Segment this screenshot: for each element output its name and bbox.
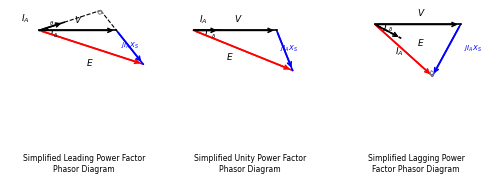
Text: V: V [234, 15, 240, 24]
Text: $jI_AX_S$: $jI_AX_S$ [121, 41, 139, 51]
Text: $\delta$: $\delta$ [53, 31, 59, 39]
Text: E: E [86, 59, 92, 68]
Text: $jI_AX_S$: $jI_AX_S$ [280, 44, 298, 54]
Title: Simplified Unity Power Factor
Phasor Diagram: Simplified Unity Power Factor Phasor Dia… [194, 154, 306, 174]
Text: $\delta$: $\delta$ [388, 25, 393, 33]
Text: $\delta$: $\delta$ [211, 32, 216, 40]
Text: V: V [74, 16, 80, 25]
Text: E: E [417, 39, 423, 48]
Text: $\theta$: $\theta$ [49, 19, 54, 27]
Text: $I_A$: $I_A$ [21, 12, 30, 25]
Text: $I_A$: $I_A$ [395, 45, 403, 58]
Title: Simplified Leading Power Factor
Phasor Diagram: Simplified Leading Power Factor Phasor D… [23, 154, 145, 174]
Text: E: E [226, 53, 232, 62]
Text: $jI_AX_S$: $jI_AX_S$ [464, 44, 482, 54]
Text: $I_A$: $I_A$ [199, 13, 208, 26]
Text: V: V [417, 9, 423, 18]
Title: Simplified Lagging Power
Factor Phasor Diagram: Simplified Lagging Power Factor Phasor D… [368, 154, 464, 174]
